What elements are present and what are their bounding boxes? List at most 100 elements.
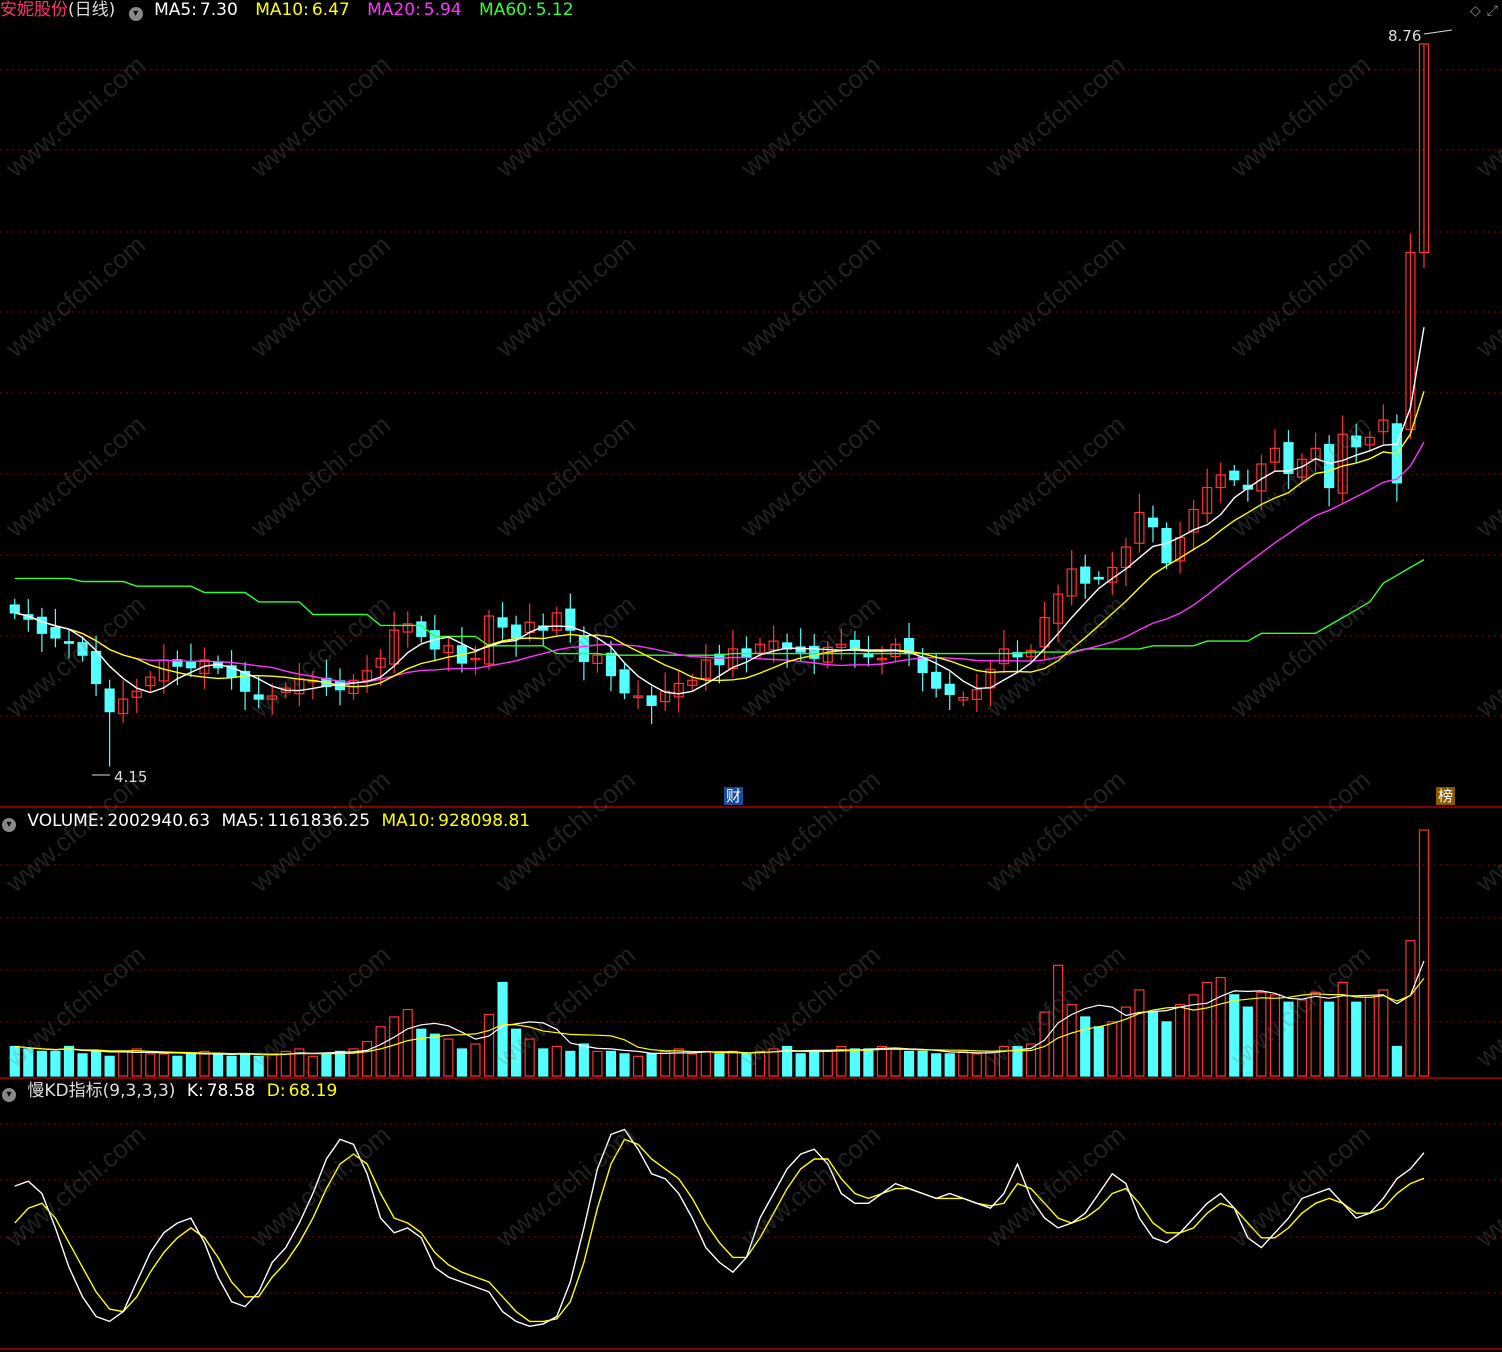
- candle-body: [511, 624, 522, 639]
- high-marker: [1423, 29, 1453, 35]
- volume-bar: [1174, 1004, 1186, 1077]
- candle-body: [836, 643, 847, 648]
- candle-body: [1215, 474, 1226, 489]
- volume-bar: [199, 1050, 210, 1077]
- candle-body: [592, 654, 603, 664]
- volume-bar: [687, 1053, 698, 1077]
- candle-body: [240, 670, 251, 692]
- ma10-label: MA10:: [255, 0, 309, 20]
- candle-body: [673, 682, 684, 698]
- volume-bar: [592, 1050, 603, 1077]
- volume-bar: [497, 981, 508, 1077]
- volume-bar: [1215, 976, 1226, 1077]
- volume-bar: [917, 1050, 928, 1077]
- candle-body: [876, 657, 888, 661]
- volume-bar: [267, 1053, 278, 1077]
- volume-bar: [1405, 940, 1416, 1077]
- volume-bar: [1147, 1011, 1159, 1077]
- candle-body: [565, 608, 576, 631]
- volume-bar: [402, 1008, 413, 1077]
- candle-body: [402, 623, 413, 633]
- candle-body: [822, 646, 833, 663]
- candle-body: [9, 604, 20, 614]
- volume-bar: [998, 1045, 1010, 1077]
- volume-bar: [1310, 991, 1321, 1077]
- volume-bar: [673, 1048, 684, 1077]
- candle-body: [50, 627, 61, 639]
- candle-body: [700, 659, 711, 680]
- candle-body: [389, 629, 400, 665]
- indicator-menu-icon[interactable]: ▾: [128, 7, 143, 21]
- volume-label: VOLUME:: [27, 811, 105, 831]
- candle-body: [687, 679, 698, 686]
- volume-bar: [118, 1050, 129, 1077]
- volume-menu-icon[interactable]: ▾: [2, 818, 16, 832]
- candle-body: [253, 694, 264, 700]
- volume-bar: [307, 1055, 318, 1077]
- d-label: D:: [266, 1081, 286, 1101]
- volume-bar: [1120, 1006, 1131, 1077]
- volume-value: 2002940.63: [107, 811, 211, 831]
- ma20-label: MA20:: [367, 0, 421, 20]
- volume-bar: [1134, 989, 1145, 1077]
- candle-body: [1039, 616, 1050, 648]
- vol-ma10-value: 928098.81: [438, 811, 531, 831]
- d-line: [14, 1138, 1425, 1323]
- vol-ma10-line: [14, 977, 1425, 1056]
- candle-body: [1080, 566, 1091, 584]
- volume-bar: [1066, 1004, 1077, 1077]
- volume-bar: [714, 1053, 725, 1077]
- volume-bar: [1351, 1001, 1362, 1077]
- candle-body: [863, 653, 874, 658]
- volume-bar: [1025, 1043, 1037, 1077]
- candle-body: [416, 621, 427, 637]
- candle-body: [1351, 435, 1362, 448]
- volume-bar: [985, 1050, 996, 1077]
- candle-body: [1120, 546, 1131, 569]
- volume-bar: [348, 1048, 359, 1077]
- candle-body: [36, 616, 47, 634]
- volume-bar: [1202, 981, 1213, 1077]
- expand-icon[interactable]: ⤢: [1486, 2, 1498, 18]
- volume-bar: [632, 1055, 644, 1077]
- volume-bar: [809, 1050, 820, 1077]
- candle-body: [1093, 576, 1104, 580]
- volume-bar: [727, 1050, 739, 1077]
- volume-bar: [1161, 1021, 1172, 1077]
- volume-bar: [754, 1050, 766, 1077]
- volume-bar: [280, 1050, 291, 1077]
- volume-bar: [903, 1050, 915, 1077]
- candle-body: [727, 648, 739, 669]
- kd-menu-icon[interactable]: ▾: [2, 1088, 16, 1102]
- volume-bar: [90, 1050, 102, 1077]
- volume-bar: [483, 1013, 495, 1077]
- volume-bar: [334, 1050, 346, 1077]
- stock-name[interactable]: 安妮股份: [0, 0, 68, 20]
- volume-bar: [1378, 989, 1389, 1077]
- volume-bar: [63, 1045, 75, 1077]
- candle-body: [104, 688, 115, 713]
- window-controls: ◇ ⤢: [1464, 2, 1498, 19]
- candle-body: [145, 676, 156, 687]
- ma5-value: 7.30: [199, 0, 238, 20]
- candle-body: [267, 695, 278, 700]
- kd-legend: ▾ 慢KD指标(9,3,3,3) K: 78.58 D: 68.19: [0, 1081, 343, 1102]
- volume-bar: [185, 1053, 197, 1077]
- candle-body: [1337, 433, 1348, 494]
- ranking-tag[interactable]: 榜: [1436, 787, 1456, 805]
- volume-bar: [1242, 1006, 1253, 1077]
- candle-body: [931, 671, 942, 689]
- diamond-icon[interactable]: ◇: [1470, 2, 1481, 18]
- finance-tag[interactable]: 财: [724, 787, 744, 805]
- candle-body: [605, 652, 617, 677]
- volume-bar: [538, 1048, 549, 1077]
- candle-body: [1188, 508, 1199, 533]
- candle-body: [1283, 442, 1294, 474]
- candle-body: [1134, 511, 1145, 544]
- volume-bar: [375, 1026, 386, 1077]
- candle-body: [619, 669, 630, 694]
- ma60-line: [14, 558, 1425, 656]
- volume-bar: [253, 1055, 264, 1077]
- volume-bar: [782, 1045, 793, 1077]
